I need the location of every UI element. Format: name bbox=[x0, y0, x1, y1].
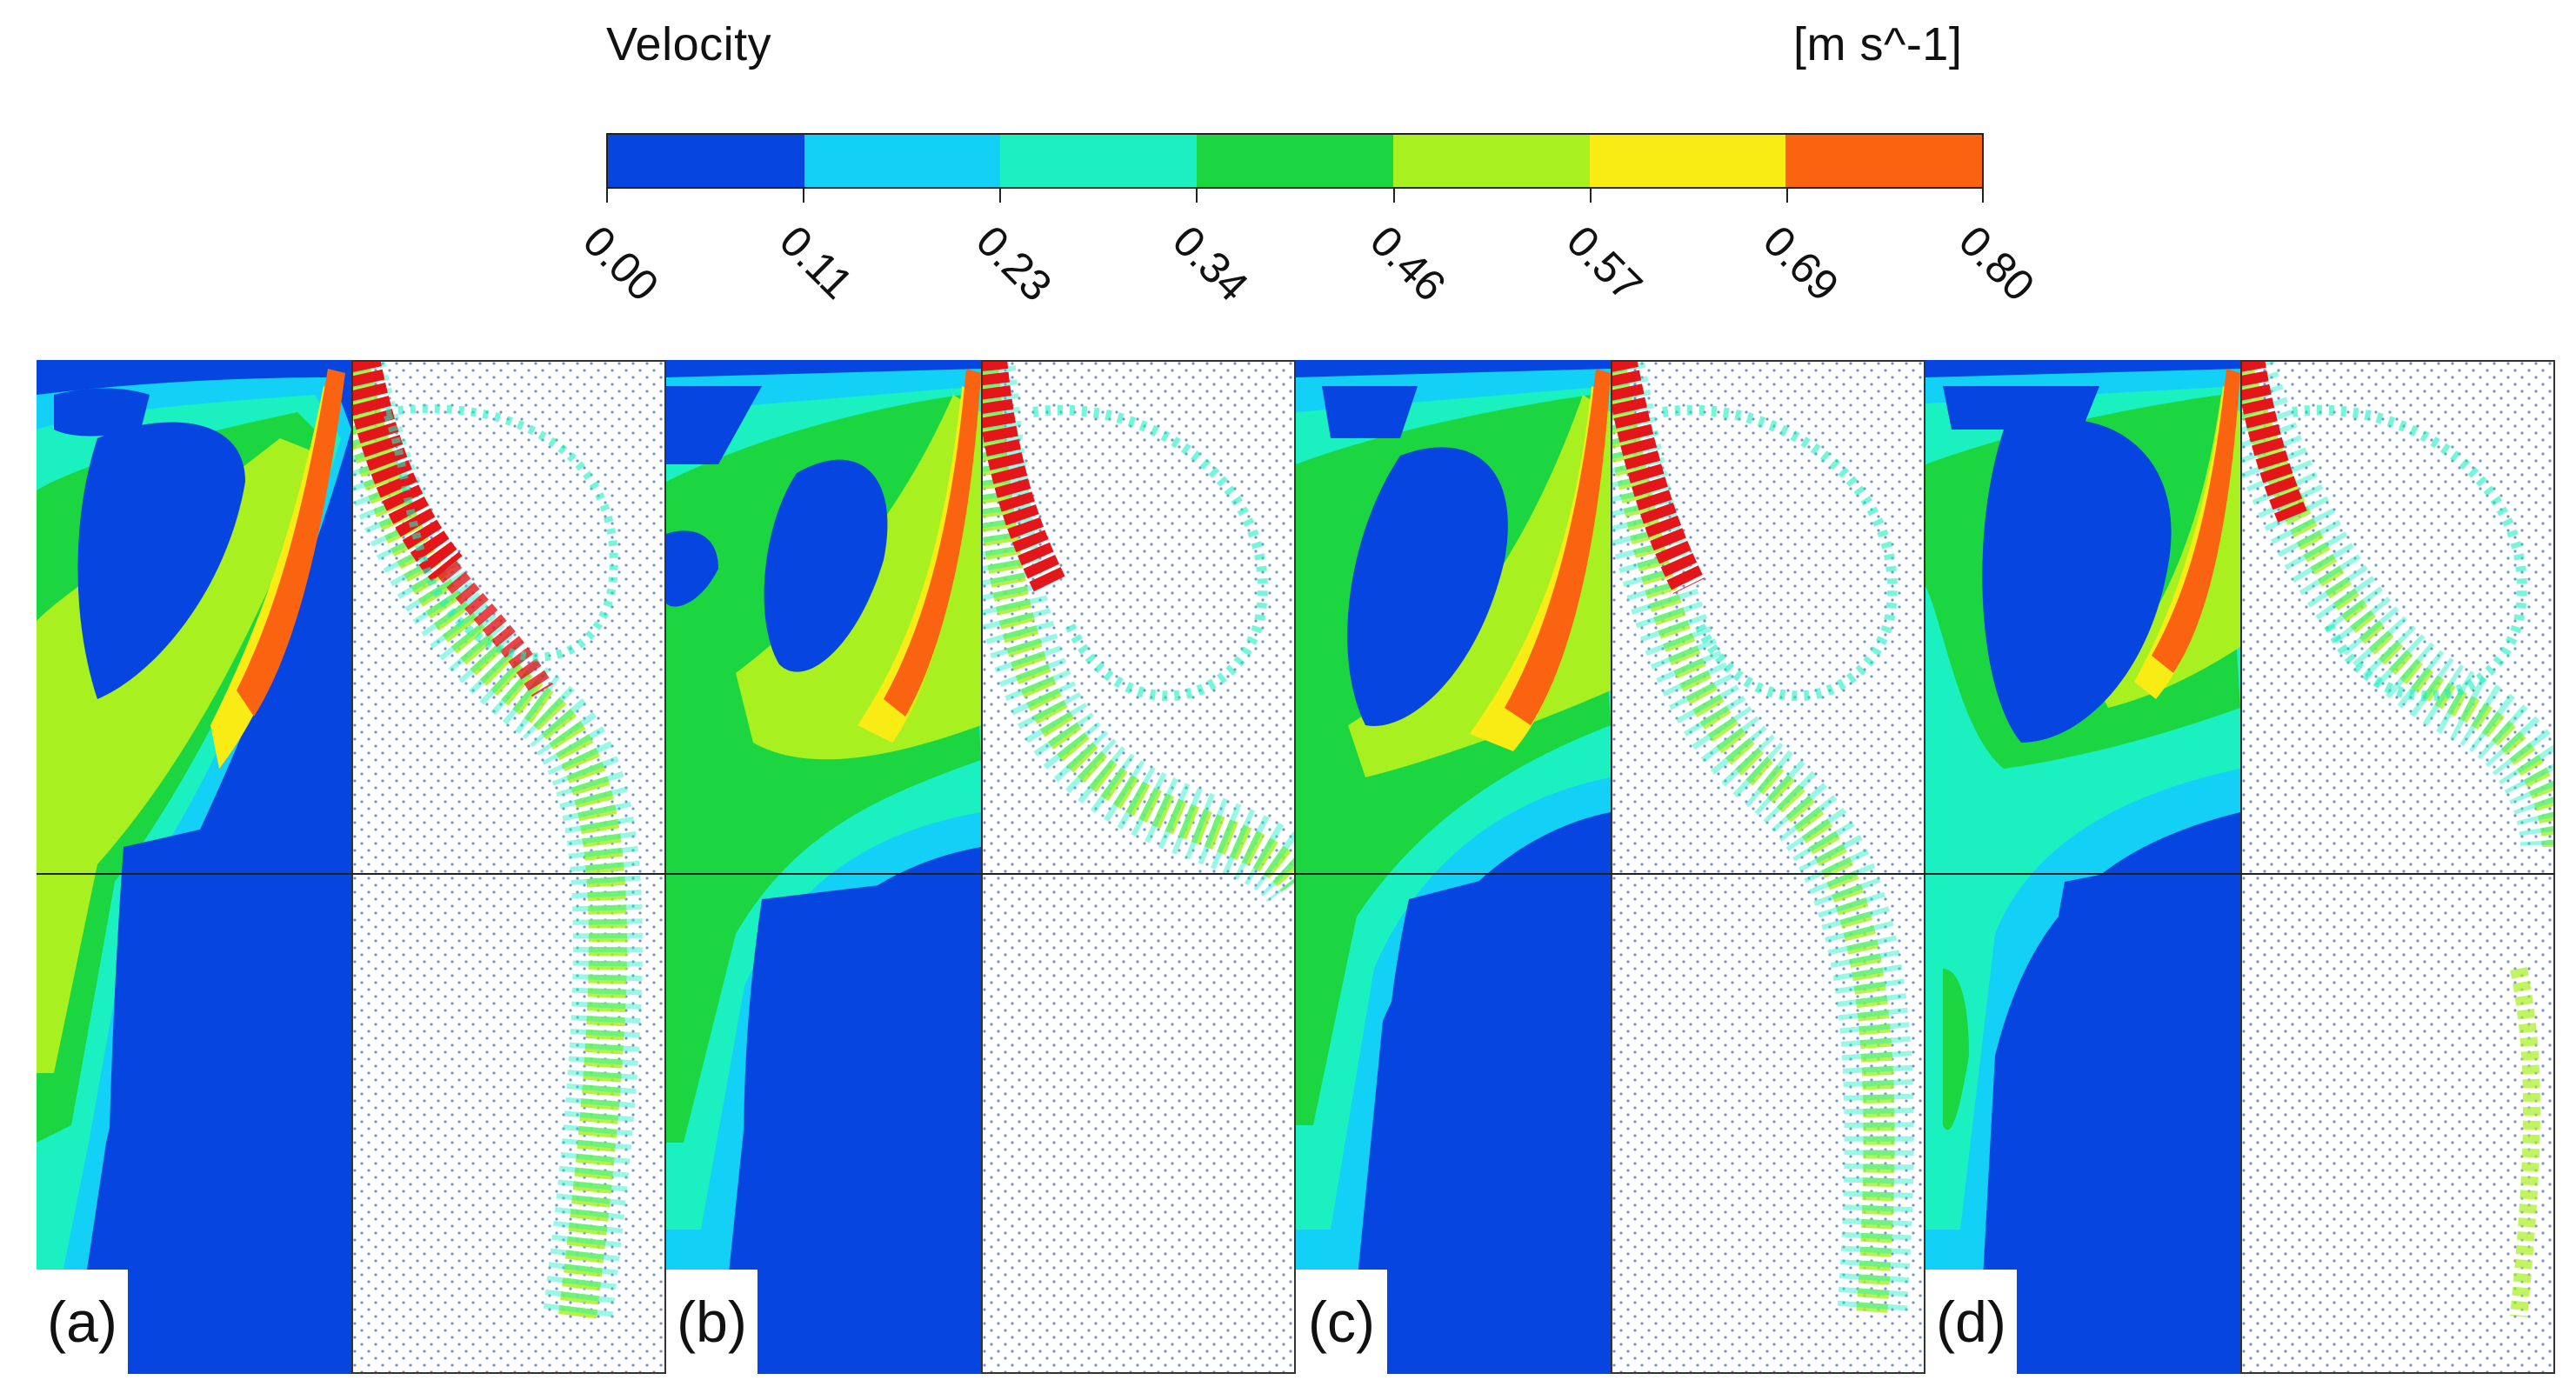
colorbar-tick bbox=[1393, 189, 1395, 203]
tick-label: 0.80 bbox=[1949, 216, 2045, 311]
colorbar-tick bbox=[1196, 189, 1198, 203]
colorbar-tick bbox=[1786, 189, 1788, 203]
colorbar-tick bbox=[606, 189, 608, 203]
legend-title: Velocity bbox=[606, 18, 772, 70]
velocity-contour-plot bbox=[666, 360, 981, 1374]
color-bar-segment bbox=[1000, 135, 1198, 187]
divider-line bbox=[1925, 873, 2555, 875]
color-bar-segment bbox=[1589, 135, 1786, 187]
panel-c: (c) bbox=[1296, 360, 1925, 1374]
color-bar bbox=[606, 133, 1984, 189]
tick-label: 0.46 bbox=[1360, 216, 1456, 311]
color-bar-segment bbox=[1392, 135, 1590, 187]
colorbar-tick bbox=[1590, 189, 1592, 203]
tick-label: 0.57 bbox=[1557, 216, 1652, 311]
divider-line bbox=[666, 873, 1296, 875]
panel-label: (c) bbox=[1296, 1270, 1387, 1374]
tick-label: 0.34 bbox=[1163, 216, 1258, 311]
tick-label: 0.23 bbox=[966, 216, 1062, 311]
panel-label: (a) bbox=[37, 1270, 128, 1374]
color-bar-segment bbox=[804, 135, 1001, 187]
tick-label: 0.69 bbox=[1753, 216, 1849, 311]
tick-label: 0.11 bbox=[770, 216, 863, 309]
panel-d: (d) bbox=[1925, 360, 2555, 1374]
panel-label: (d) bbox=[1925, 1270, 2017, 1374]
color-bar-segment bbox=[1197, 135, 1393, 187]
tick-label: 0.00 bbox=[573, 216, 669, 311]
color-bar-segment bbox=[608, 135, 804, 187]
panel-a: (a) bbox=[37, 360, 666, 1374]
velocity-vector-plot bbox=[351, 360, 666, 1374]
colorbar-tick bbox=[999, 189, 1001, 203]
color-bar-segment bbox=[1785, 135, 1983, 187]
divider-line bbox=[1296, 873, 1925, 875]
velocity-contour-plot bbox=[1925, 360, 2240, 1374]
panel-b: (b) bbox=[666, 360, 1296, 1374]
legend-unit: [m s^-1] bbox=[1793, 18, 1963, 70]
panel-label: (b) bbox=[666, 1270, 757, 1374]
velocity-vector-plot bbox=[1611, 360, 1925, 1374]
colorbar-tick bbox=[803, 189, 804, 203]
velocity-vector-plot bbox=[981, 360, 1296, 1374]
divider-line bbox=[37, 873, 666, 875]
colorbar-tick bbox=[1982, 189, 1984, 203]
velocity-vector-plot bbox=[2240, 360, 2555, 1374]
velocity-contour-plot bbox=[1296, 360, 1611, 1374]
velocity-contour-plot bbox=[37, 360, 351, 1374]
